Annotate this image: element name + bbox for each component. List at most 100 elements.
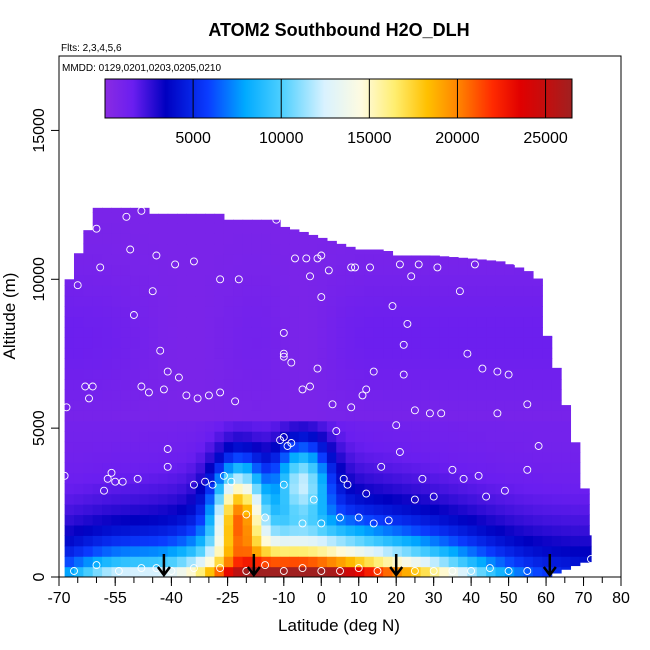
heatmap-cell [64, 566, 75, 577]
observation-point [306, 382, 314, 391]
heatmap-cell [92, 462, 103, 474]
heatmap-cell [542, 379, 553, 391]
heatmap-cell [148, 337, 159, 349]
heatmap-cell [504, 316, 515, 328]
heatmap-cell [532, 278, 543, 286]
heatmap-cell [411, 472, 422, 484]
heatmap-cell [336, 389, 347, 401]
heatmap-cell [401, 306, 412, 318]
heatmap-cell [411, 462, 422, 474]
heatmap-cell [92, 253, 103, 265]
heatmap-cell [195, 524, 206, 536]
heatmap-cell [270, 347, 281, 359]
heatmap-cell [102, 306, 113, 318]
heatmap-cell [364, 316, 375, 328]
heatmap-cell [495, 264, 506, 276]
heatmap-cell [214, 337, 225, 349]
heatmap-cell [420, 556, 431, 568]
flights-subtitle: Flts: 2,3,4,5,6 [61, 43, 122, 54]
heatmap-cell [542, 493, 553, 505]
heatmap-cell [551, 379, 562, 391]
heatmap-cell [458, 358, 468, 370]
heatmap-cell [504, 410, 515, 422]
heatmap-cell [401, 347, 412, 359]
heatmap-cell [139, 358, 150, 370]
heatmap-cell [233, 326, 244, 338]
heatmap-cell [261, 504, 272, 516]
heatmap-cell [270, 285, 281, 297]
heatmap-cell [139, 535, 150, 547]
heatmap-cell [214, 253, 225, 265]
heatmap-cell [458, 441, 468, 453]
heatmap-cell [92, 514, 103, 526]
heatmap-cell [532, 285, 543, 297]
heatmap-cell [298, 545, 309, 557]
heatmap-cell [514, 358, 525, 370]
heatmap-cell [476, 462, 487, 474]
heatmap-cell [280, 337, 291, 349]
heatmap-cell [420, 326, 431, 338]
heatmap-cell [439, 326, 450, 338]
heatmap-cell [317, 535, 328, 547]
heatmap-cell [570, 504, 581, 516]
heatmap-cell [195, 358, 206, 370]
heatmap-cell [336, 535, 347, 547]
heatmap-cell [223, 556, 234, 568]
heatmap-cell [429, 306, 440, 318]
observation-point [429, 492, 438, 501]
heatmap-cell [532, 326, 543, 338]
heatmap-cell [223, 274, 234, 286]
heatmap-cell [298, 524, 309, 536]
heatmap-cell [476, 259, 487, 265]
heatmap-cell [83, 358, 94, 370]
heatmap-cell [83, 493, 94, 505]
heatmap-cell [242, 566, 253, 577]
heatmap-cell [205, 213, 216, 224]
heatmap-cell [214, 545, 225, 557]
heatmap-cell [233, 483, 244, 495]
heatmap-cell [411, 379, 422, 391]
heatmap-cell [392, 535, 403, 547]
heatmap-cell [345, 285, 356, 297]
heatmap-cell [111, 493, 122, 505]
heatmap-cell [354, 410, 365, 422]
heatmap-cell [223, 514, 234, 526]
heatmap-cell [111, 483, 122, 495]
heatmap-cell [223, 368, 234, 380]
heatmap-cell [326, 566, 337, 577]
heatmap-cell [186, 233, 197, 245]
heatmap-cell [476, 347, 487, 359]
heatmap-cell [83, 441, 94, 453]
heatmap-cell [177, 316, 187, 328]
heatmap-cell [64, 462, 75, 474]
heatmap-cell [130, 358, 141, 370]
heatmap-cell [486, 389, 497, 401]
heatmap-cell [205, 535, 216, 547]
heatmap-cell [467, 462, 478, 474]
heatmap-cell [326, 347, 337, 359]
heatmap-cell [317, 337, 328, 349]
heatmap-cell [102, 233, 113, 245]
heatmap-cell [504, 264, 515, 276]
heatmap-cell [495, 566, 506, 577]
heatmap-cell [280, 566, 291, 577]
heatmap-cell [251, 253, 262, 265]
heatmap-cell [177, 483, 187, 495]
heatmap-cell [383, 358, 394, 370]
heatmap-cell [317, 483, 328, 495]
heatmap-cell [205, 524, 216, 536]
observation-point [474, 471, 483, 480]
heatmap-cell [439, 514, 450, 526]
heatmap-cell [317, 441, 328, 453]
heatmap-cell [120, 316, 131, 328]
heatmap-cell [139, 514, 150, 526]
heatmap-cell [392, 472, 403, 484]
heatmap-cell [458, 545, 468, 557]
observation-point [111, 477, 120, 486]
heatmap-cell [561, 405, 572, 411]
heatmap-cell [570, 545, 581, 557]
heatmap-cell [223, 316, 234, 328]
heatmap-cell [233, 462, 244, 474]
heatmap-cell [289, 243, 300, 255]
heatmap-cell [167, 358, 178, 370]
